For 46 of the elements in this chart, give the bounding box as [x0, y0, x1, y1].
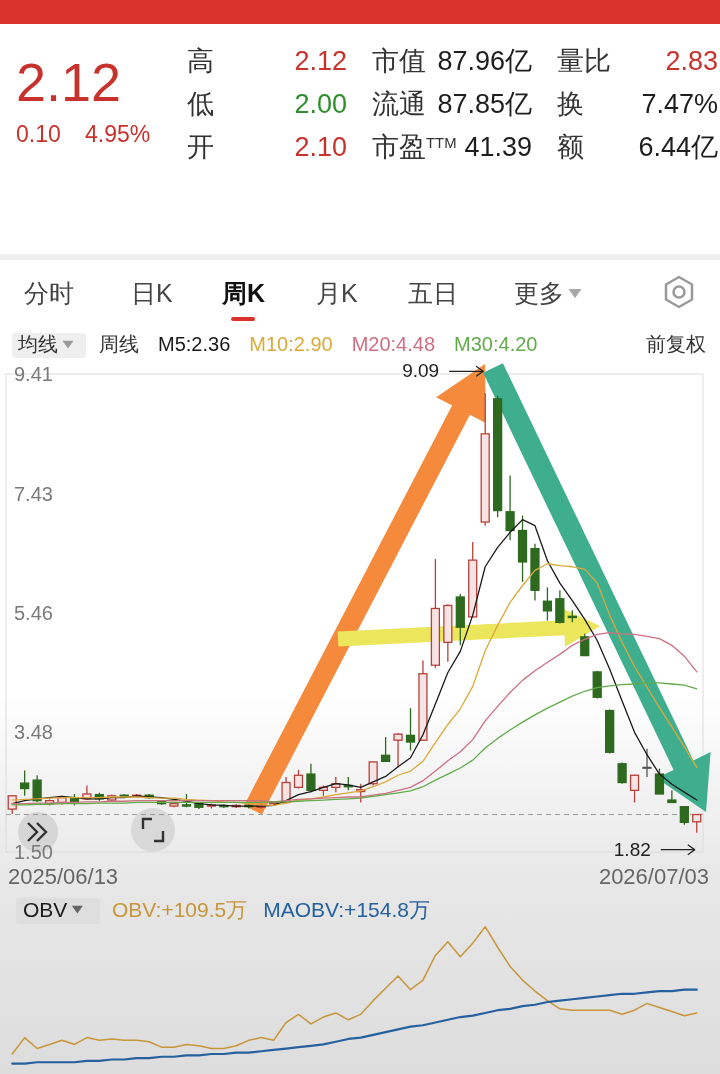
text: M10:2.90 [249, 333, 333, 355]
text: 量比 [557, 46, 611, 76]
text: 2025/06/13 [8, 864, 119, 889]
text: M5:2.36 [158, 333, 231, 355]
text: M30:4.20 [454, 333, 538, 355]
text: OBV:+109.5万 [112, 898, 248, 921]
text: 41.39 [464, 132, 532, 162]
text: 0.10 [16, 121, 61, 147]
y-tick-label: 9.41 [14, 363, 53, 385]
text: 市值 [372, 46, 426, 76]
text: 2.12 [294, 46, 347, 76]
text: 均线 [17, 333, 58, 355]
text: 分时 [24, 279, 74, 307]
text: 周K [221, 279, 266, 307]
annotation: 9.09 [402, 360, 440, 382]
y-tick-label: 5.46 [14, 601, 53, 624]
y-tick-label: 7.43 [14, 482, 53, 505]
text: 87.96亿 [437, 46, 532, 76]
text: 月K [316, 279, 358, 307]
text: 换 [557, 89, 584, 119]
text: 开 [187, 132, 214, 162]
text: 流通 [372, 89, 426, 119]
text: 87.85亿 [437, 89, 532, 119]
text: 4.95% [85, 121, 151, 147]
text: OBV [23, 898, 68, 921]
text: 五日 [408, 279, 458, 307]
text: 更多 [514, 279, 564, 307]
text: 周线 [99, 333, 139, 355]
text: 2.00 [294, 89, 347, 119]
text: 7.47% [641, 89, 718, 119]
text: 低 [187, 89, 214, 119]
text: 2.10 [294, 132, 347, 162]
text: 前复权 [646, 333, 706, 355]
text: 2026/07/03 [598, 864, 709, 889]
text: 日K [131, 279, 173, 307]
text: 高 [187, 46, 214, 76]
text: 2.12 [16, 52, 122, 112]
y-tick-label: 1.50 [14, 841, 53, 863]
text: 市盈$^{TTM}$ [372, 132, 457, 162]
text: M20:4.48 [351, 333, 436, 355]
text: 额 [557, 132, 584, 162]
text: MAOBV:+154.8万 [263, 898, 430, 921]
text: 6.44亿 [638, 132, 718, 162]
annotation: 1.82 [613, 838, 651, 860]
text: 2.83 [665, 46, 718, 76]
y-tick-label: 3.48 [14, 721, 53, 744]
